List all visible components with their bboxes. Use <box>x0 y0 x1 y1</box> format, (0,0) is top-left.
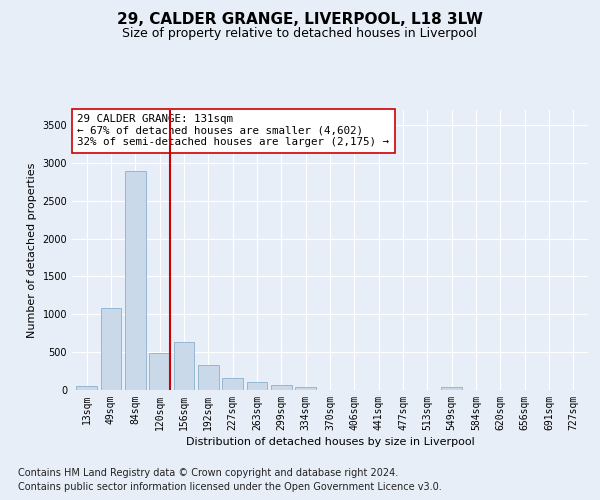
Bar <box>442 387 462 390</box>
Text: Size of property relative to detached houses in Liverpool: Size of property relative to detached ho… <box>122 28 478 40</box>
Bar <box>247 382 268 390</box>
Text: 29, CALDER GRANGE, LIVERPOOL, L18 3LW: 29, CALDER GRANGE, LIVERPOOL, L18 3LW <box>117 12 483 28</box>
Text: 29 CALDER GRANGE: 131sqm
← 67% of detached houses are smaller (4,602)
32% of sem: 29 CALDER GRANGE: 131sqm ← 67% of detach… <box>77 114 389 148</box>
Bar <box>125 170 146 390</box>
Text: Contains public sector information licensed under the Open Government Licence v3: Contains public sector information licen… <box>18 482 442 492</box>
X-axis label: Distribution of detached houses by size in Liverpool: Distribution of detached houses by size … <box>185 437 475 447</box>
Bar <box>271 386 292 390</box>
Bar <box>295 387 316 390</box>
Text: Contains HM Land Registry data © Crown copyright and database right 2024.: Contains HM Land Registry data © Crown c… <box>18 468 398 477</box>
Bar <box>222 378 243 390</box>
Bar <box>76 386 97 390</box>
Bar <box>198 365 218 390</box>
Y-axis label: Number of detached properties: Number of detached properties <box>27 162 37 338</box>
Bar <box>173 342 194 390</box>
Bar <box>149 353 170 390</box>
Bar <box>101 308 121 390</box>
